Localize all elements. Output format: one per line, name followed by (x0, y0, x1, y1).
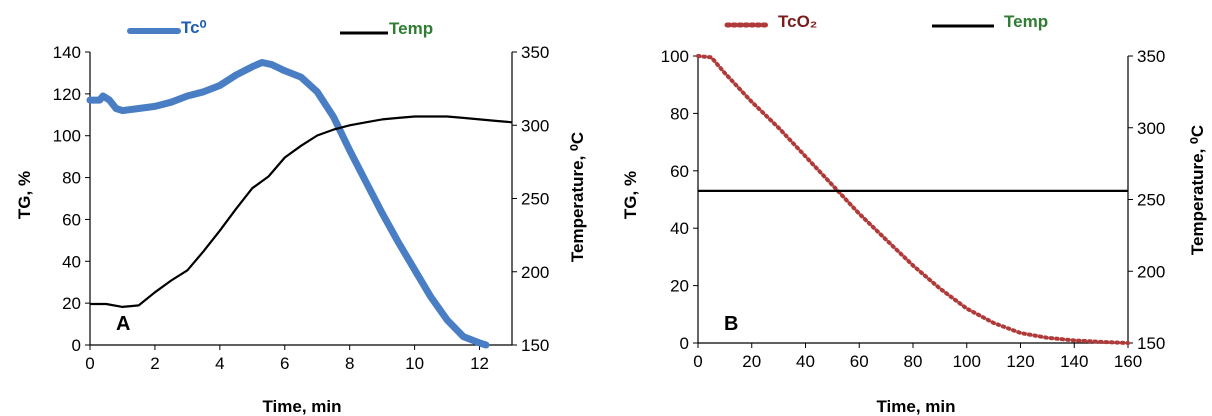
series-a-1-line (90, 115, 513, 308)
series-b-0-line (696, 54, 1130, 345)
x-axis-label-b: Time, min (876, 397, 955, 416)
x-tick-label-b: 80 (904, 352, 923, 371)
legend-b-temp-label: Temp (1004, 12, 1048, 31)
y2-tick-label-b: 300 (1137, 119, 1165, 138)
y2-tick-label-b: 250 (1137, 191, 1165, 210)
x-tick-label-a: 0 (85, 354, 94, 373)
x-tick-label-b: 40 (796, 352, 815, 371)
axes-a: 0 2 4 6 8 10 120204060801001201401502002503003… (53, 43, 550, 373)
y-tick-label-b: 60 (670, 162, 689, 181)
legend-a-temp-label: Temp (389, 19, 433, 38)
series-a-0-line (86, 59, 490, 349)
y-tick-label-b: 0 (680, 334, 689, 353)
x-tick-label-b: 100 (953, 352, 981, 371)
y-tick-label-a: 140 (53, 43, 81, 62)
plot-b (696, 54, 1130, 345)
y-tick-label-b: 40 (670, 219, 689, 238)
chart-panel-a: Tc⁰ Temp 0 2 4 6 8 10 120204060801001201401502… (15, 18, 587, 416)
y-tick-label-a: 40 (62, 252, 81, 271)
x-tick-label-b: 0 (693, 352, 702, 371)
y2-tick-label-b: 350 (1137, 47, 1165, 66)
y2-tick-label-a: 300 (521, 116, 549, 135)
x-tick-label-b: 120 (1006, 352, 1034, 371)
y-axis-label-b: TG, % (621, 171, 640, 219)
y2-axis-label-b: Temperature, ⁰C (1188, 125, 1207, 255)
y2-tick-label-b: 150 (1137, 334, 1165, 353)
x-tick-label-b: 140 (1060, 352, 1088, 371)
panel-b-label: B (724, 313, 738, 335)
y2-tick-label-a: 250 (521, 190, 549, 209)
y2-tick-label-b: 200 (1137, 262, 1165, 281)
y-tick-label-a: 80 (62, 169, 81, 188)
y2-axis-label-a: Temperature, ⁰C (568, 132, 587, 262)
legend-a: Tc⁰ Temp (127, 18, 433, 38)
x-tick-label-b: 160 (1114, 352, 1142, 371)
x-tick-label-a: 2 (150, 354, 159, 373)
plot-a (86, 59, 513, 349)
x-tick-label-a: 4 (215, 354, 224, 373)
x-tick-label-b: 60 (850, 352, 869, 371)
legend-b: TcO₂ Temp (724, 12, 1048, 31)
y-tick-label-a: 120 (53, 85, 81, 104)
y-tick-label-a: 100 (53, 127, 81, 146)
y-tick-label-b: 80 (670, 104, 689, 123)
axes-b: 0 20 40 60 80 100 120 140 160 0 20 40 60 80 100 150 200 2… (661, 47, 1166, 371)
y-tick-label-a: 20 (62, 294, 81, 313)
y2-tick-label-a: 150 (521, 336, 549, 355)
y2-tick-label-a: 350 (521, 43, 549, 62)
x-tick-label-b: 20 (742, 352, 761, 371)
y-tick-label-a: 60 (62, 210, 81, 229)
legend-a-tc-label: Tc⁰ (181, 18, 207, 37)
y-axis-label-a: TG, % (15, 171, 34, 219)
x-axis-label-a: Time, min (262, 397, 341, 416)
chart-panel-b: TcO₂ Temp 0 20 40 60 80 100 120 140 160 0 20 40 60 80… (621, 12, 1207, 416)
x-tick-label-a: 6 (280, 354, 289, 373)
x-tick-label-a: 10 (405, 354, 424, 373)
panel-a-label: A (116, 313, 130, 335)
y-tick-label-b: 20 (670, 277, 689, 296)
y-tick-label-a: 0 (72, 336, 81, 355)
y-tick-label-b: 100 (661, 47, 689, 66)
x-tick-label-a: 12 (470, 354, 489, 373)
y2-tick-label-a: 200 (521, 263, 549, 282)
legend-b-tco2-label: TcO₂ (778, 12, 817, 31)
x-tick-label-a: 8 (345, 354, 354, 373)
